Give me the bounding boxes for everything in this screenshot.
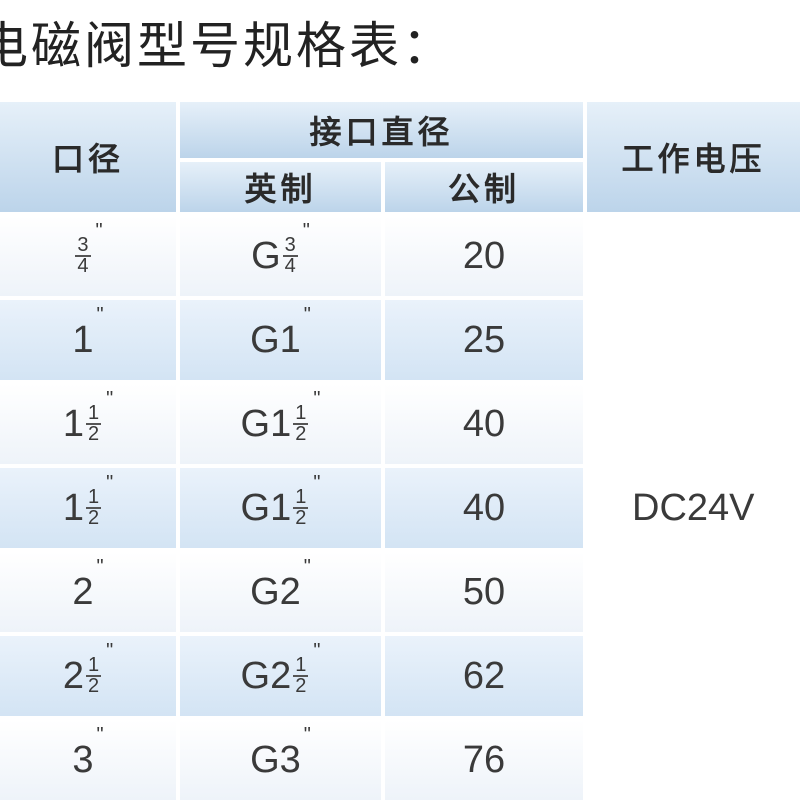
metric-cell: 62 [383, 634, 585, 718]
metric-cell: 50 [383, 550, 585, 634]
bore-cell: 1 1 2 " [0, 466, 178, 550]
inch-mark: " [302, 220, 310, 242]
numerator: 3 [282, 234, 298, 257]
size-whole: G2 [250, 570, 301, 613]
header-cell: 工作电压 [585, 100, 800, 214]
numerator: 1 [85, 486, 102, 509]
imperial-cell: G 3 4 " [178, 214, 383, 298]
size-whole: G1 [240, 486, 292, 529]
numerator: 1 [293, 486, 309, 509]
bore-cell: 3 " [0, 718, 178, 802]
header-cell: 接口直径 [178, 100, 585, 160]
size-whole: G2 [240, 654, 292, 697]
inch-mark: " [96, 556, 104, 578]
size-whole: G1 [240, 402, 292, 445]
inch-mark: " [106, 472, 114, 494]
denominator: 2 [295, 675, 307, 697]
inch-mark: " [96, 304, 104, 326]
imperial-cell: G2 " [178, 550, 383, 634]
inch-mark: " [303, 304, 311, 326]
size-whole: 1 [62, 402, 84, 445]
inch-mark: " [96, 724, 104, 746]
numerator: 1 [85, 402, 102, 425]
size-whole: G3 [250, 738, 301, 781]
size-whole: 2 [62, 654, 84, 697]
size-whole: G [251, 234, 281, 277]
numerator: 1 [293, 402, 309, 425]
metric-cell: 20 [383, 214, 585, 298]
inch-mark: " [313, 640, 321, 662]
inch-mark: " [303, 556, 311, 578]
bore-cell: 2 1 2 " [0, 634, 178, 718]
inch-mark: " [106, 388, 114, 410]
denominator: 2 [87, 507, 100, 529]
inch-mark: " [303, 724, 311, 746]
header-cell: 公制 [383, 160, 585, 214]
imperial-cell: G2 1 2 " [178, 634, 383, 718]
imperial-cell: G1 " [178, 298, 383, 382]
metric-cell: 76 [383, 718, 585, 802]
size-whole: 2 [72, 570, 94, 613]
bore-cell: 2 " [0, 550, 178, 634]
header-cell: 口径 [0, 100, 178, 214]
metric-cell: 25 [383, 298, 585, 382]
denominator: 2 [295, 423, 307, 445]
metric-cell: 40 [383, 466, 585, 550]
inch-mark: " [313, 472, 321, 494]
size-whole: G1 [250, 318, 301, 361]
denominator: 2 [87, 675, 100, 697]
bore-cell: 3 4 " [0, 214, 178, 298]
bore-cell: 1 " [0, 298, 178, 382]
inch-mark: " [95, 220, 103, 242]
imperial-cell: G3 " [178, 718, 383, 802]
imperial-cell: G1 1 2 " [178, 382, 383, 466]
voltage-cell: DC24V [585, 214, 800, 802]
header-cell: 英制 [178, 160, 383, 214]
imperial-cell: G1 1 2 " [178, 466, 383, 550]
inch-mark: " [106, 640, 114, 662]
size-whole: 1 [72, 318, 94, 361]
numerator: 3 [75, 234, 91, 257]
metric-cell: 40 [383, 382, 585, 466]
denominator: 2 [87, 423, 100, 445]
numerator: 1 [293, 654, 309, 677]
size-whole: 3 [72, 738, 94, 781]
inch-mark: " [313, 388, 321, 410]
denominator: 4 [77, 255, 89, 277]
numerator: 1 [85, 654, 102, 677]
size-whole: 1 [62, 486, 84, 529]
denominator: 2 [295, 507, 307, 529]
bore-cell: 1 1 2 " [0, 382, 178, 466]
denominator: 4 [284, 255, 296, 277]
title: 电磁阀型号规格表： [0, 17, 455, 75]
